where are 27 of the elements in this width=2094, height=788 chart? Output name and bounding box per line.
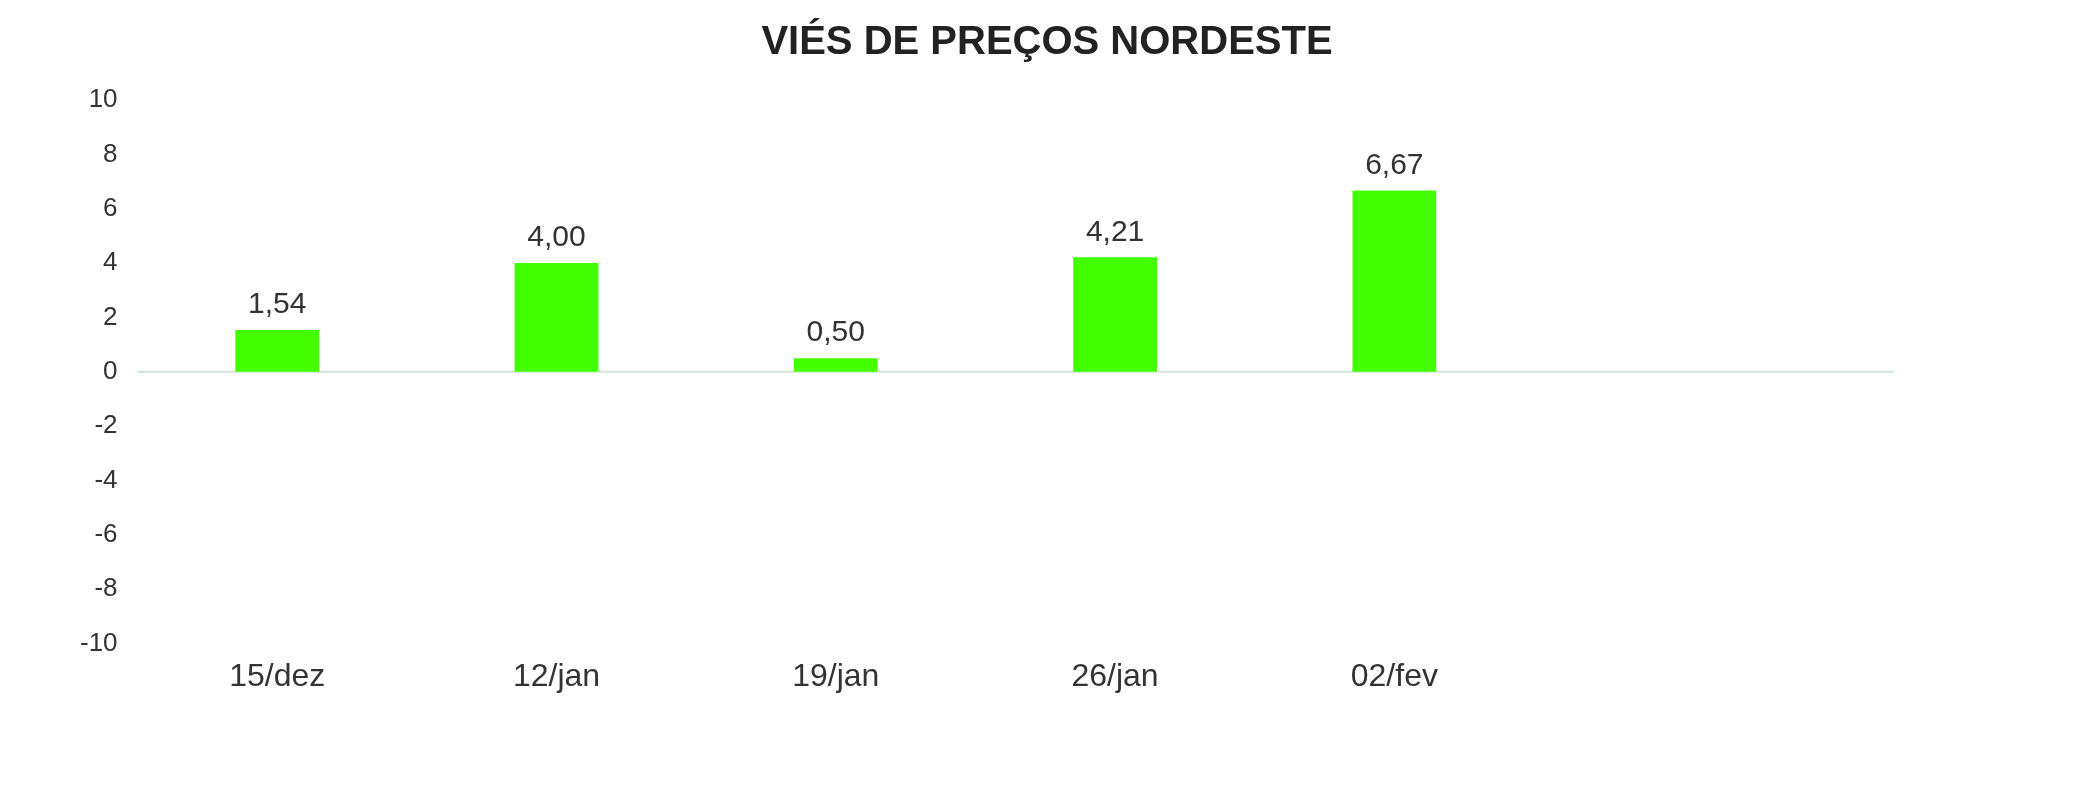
x-tick-label: 02/fev	[1350, 656, 1438, 693]
y-tick-label: -2	[94, 409, 118, 440]
y-tick-label: 0	[103, 354, 118, 385]
data-label: 1,54	[248, 286, 307, 320]
bar	[793, 358, 878, 372]
chart-title: VIÉS DE PREÇOS NORDESTE	[760, 18, 1334, 63]
bar	[1352, 190, 1437, 372]
y-tick-label: 10	[88, 83, 118, 114]
x-tick-label: 12/jan	[512, 656, 601, 693]
data-label: 4,21	[1085, 213, 1145, 247]
bar	[1073, 257, 1157, 372]
y-tick-label: -4	[94, 463, 118, 494]
bar	[235, 329, 320, 372]
bar	[514, 263, 599, 372]
y-tick-label: 2	[103, 300, 118, 331]
data-label: 0,50	[806, 314, 865, 348]
data-label: 6,67	[1365, 146, 1424, 180]
x-tick-label: 26/jan	[1071, 656, 1159, 693]
y-tick-label: -10	[80, 626, 118, 657]
y-tick-label: 6	[103, 191, 118, 222]
y-tick-label: 4	[103, 246, 118, 277]
y-tick-label: 8	[103, 137, 118, 168]
y-tick-label: -8	[94, 572, 118, 603]
x-tick-label: 15/dez	[229, 656, 326, 693]
data-label: 4,00	[527, 219, 586, 253]
y-tick-label: -6	[94, 518, 118, 549]
x-tick-label: 19/jan	[792, 656, 880, 693]
